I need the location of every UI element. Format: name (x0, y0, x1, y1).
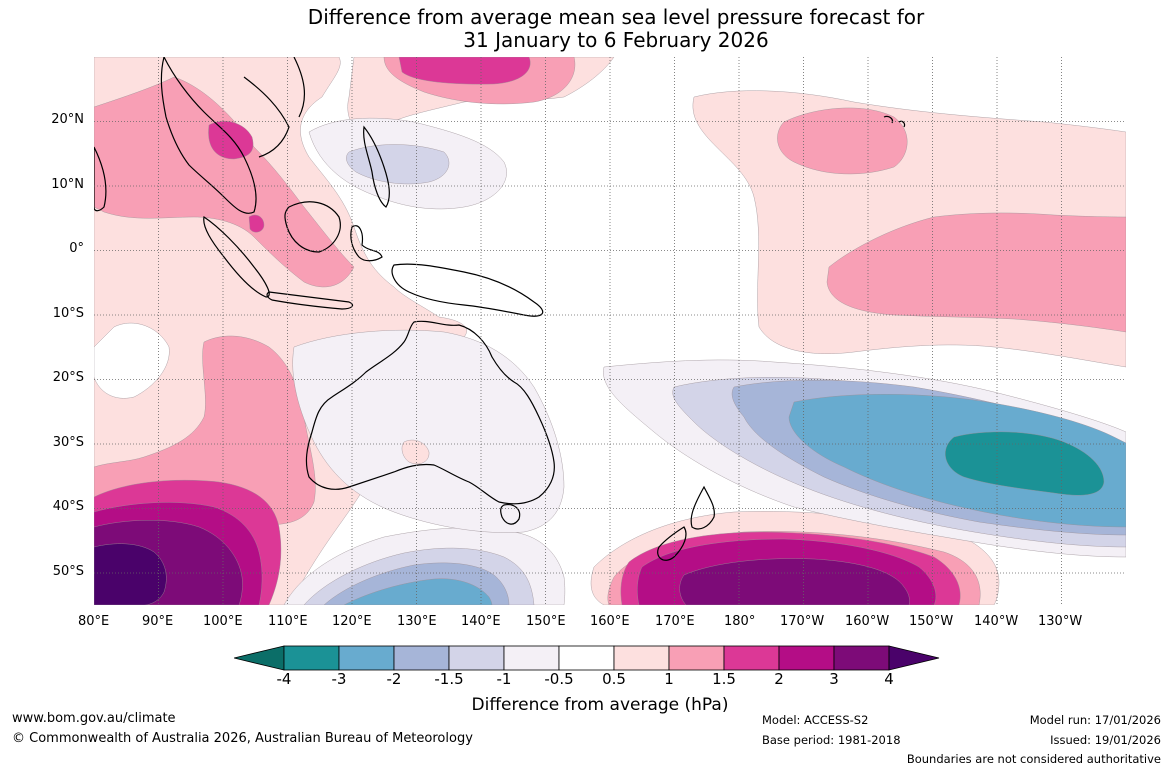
colorbar-label: 2 (774, 670, 784, 688)
lon-tick-label: 150°E (526, 614, 566, 629)
anomaly-north-pacific-1 (777, 107, 908, 175)
title-line-2: 31 January to 6 February 2026 (463, 28, 769, 52)
anomaly-north-magenta (398, 57, 531, 85)
colorbar-segment (448, 645, 505, 671)
lon-tick-label: 130°W (1038, 614, 1083, 629)
colorbar-segment (558, 645, 615, 671)
lon-tick-label: 80°E (78, 614, 110, 629)
hawaii-coast (883, 115, 906, 128)
sumatra-coast (203, 216, 270, 298)
pressure-anomaly-map (94, 57, 1126, 605)
anomaly-sw-4 (679, 558, 910, 605)
lat-tick-label: 20°S (52, 370, 84, 385)
colorbar-segment (283, 645, 340, 671)
title-line-1: Difference from average mean sea level p… (307, 5, 925, 29)
lat-tick-label: 30°S (52, 435, 84, 450)
model-text: Model: ACCESS-S2 (762, 713, 869, 727)
colorbar-segment (723, 645, 780, 671)
new-guinea-coast (391, 263, 544, 317)
colorbar-title: Difference from average (hPa) (471, 695, 729, 715)
lon-tick-label: 180° (724, 614, 756, 629)
colorbar (234, 645, 940, 671)
lon-tick-label: 140°E (461, 614, 501, 629)
colorbar-label: 1 (664, 670, 674, 688)
lat-tick-label: 50°S (52, 564, 84, 579)
coastlines (94, 57, 906, 561)
anomaly-indian-5 (94, 543, 167, 605)
se-asia-coast (160, 57, 257, 214)
lat-tick-label: 20°N (51, 112, 84, 127)
lat-tick-label: 0° (69, 241, 84, 256)
anomaly-east-pacific-1 (826, 212, 1126, 333)
sulawesi-coast (350, 225, 383, 262)
anomaly-asia-1 (94, 76, 355, 288)
lon-tick-label: 110°E (268, 614, 308, 629)
colorbar-label: 1.5 (712, 670, 736, 688)
colorbar-label: 0.5 (602, 670, 626, 688)
australia-coast (305, 320, 555, 505)
lon-tick-label: 90°E (142, 614, 174, 629)
india-coast (94, 146, 107, 212)
colorbar-segment (234, 645, 285, 671)
lat-tick-label: 10°S (52, 306, 84, 321)
colorbar-segment (393, 645, 450, 671)
graticule (94, 57, 1126, 605)
java-coast (266, 291, 354, 310)
colorbar-label: 3 (829, 670, 839, 688)
colorbar-label: -1 (496, 670, 512, 688)
lon-tick-label: 170°E (655, 614, 695, 629)
lon-tick-label: 120°E (332, 614, 372, 629)
colorbar-segment (503, 645, 560, 671)
issued-text: Issued: 19/01/2026 (1050, 733, 1161, 747)
colorbar-label: -3 (331, 670, 347, 688)
colorbar-segment (338, 645, 395, 671)
website-link[interactable]: www.bom.gov.au/climate (12, 711, 176, 726)
neg-southern-d (343, 578, 493, 605)
lon-tick-label: 160°W (845, 614, 890, 629)
neg-australia-a (292, 329, 565, 533)
borneo-coast (284, 201, 341, 253)
boundaries-disclaimer: Boundaries are not considered authoritat… (906, 752, 1161, 766)
colorbar-label: -1.5 (434, 670, 464, 688)
neg-south-pacific-e (945, 431, 1105, 496)
colorbar-segment (888, 645, 940, 671)
nz-north-coast (690, 485, 715, 530)
nz-south-coast (657, 526, 687, 561)
lon-tick-label: 130°E (397, 614, 437, 629)
lon-tick-label: 140°W (974, 614, 1019, 629)
anomaly-aus-pos (401, 439, 430, 465)
philippines-coast (363, 125, 390, 208)
lon-tick-label: 170°W (780, 614, 825, 629)
colorbar-label: -4 (276, 670, 292, 688)
anomaly-indochina (208, 121, 254, 160)
base-period-text: Base period: 1981-2018 (762, 733, 901, 747)
model-run-text: Model run: 17/01/2026 (1029, 713, 1161, 727)
colorbar-segment (668, 645, 725, 671)
lat-tick-label: 10°N (51, 177, 84, 192)
tasmania-coast (500, 504, 521, 525)
colorbar-label: 4 (884, 670, 894, 688)
lon-tick-label: 150°W (909, 614, 954, 629)
anomaly-sumatra-spot (248, 214, 265, 233)
lon-tick-label: 100°E (203, 614, 243, 629)
colorbar-segment (833, 645, 890, 671)
colorbar-label: -0.5 (544, 670, 574, 688)
lon-tick-label: 160°E (590, 614, 630, 629)
colorbar-segment (613, 645, 670, 671)
lat-tick-label: 40°S (52, 499, 84, 514)
copyright-text: © Commonwealth of Australia 2026, Austra… (12, 731, 473, 746)
colorbar-segment (778, 645, 835, 671)
colorbar-label: -2 (386, 670, 402, 688)
china-coast (243, 57, 305, 158)
